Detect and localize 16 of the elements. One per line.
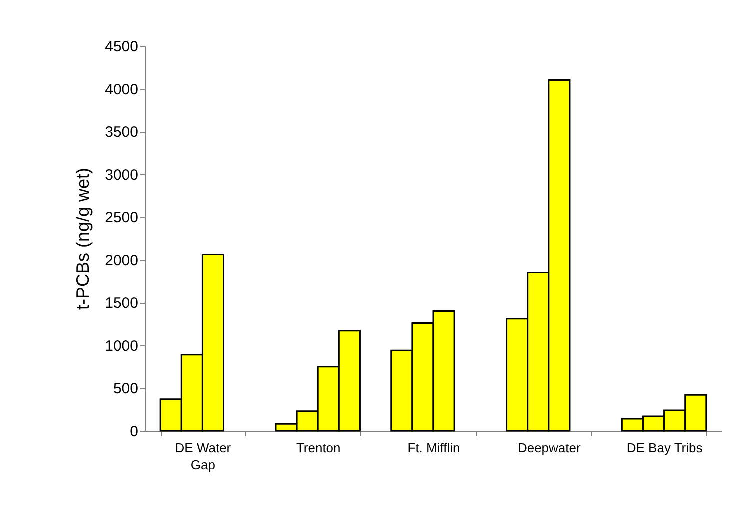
x-tick-label: Deepwater [518,440,582,456]
y-tick-label: 0 [130,424,138,440]
y-tick-label: 1500 [105,295,138,312]
x-tick-label: Ft. Mifflin [408,440,460,456]
x-tick-label: DE Water Gap [175,440,232,472]
y-tick-label: 1000 [105,338,138,355]
y-tick-label: 3000 [105,166,138,184]
y-tick-label: 4000 [105,81,138,98]
y-tick-label: 2500 [105,210,138,227]
x-tick-label: Trenton [296,440,341,456]
x-tick-label: DE Bay Tribs [626,440,704,456]
y-tick-label: 2000 [105,252,138,270]
y-tick-label: 3500 [105,124,138,142]
y-tick-label: 4500 [105,38,138,56]
y-tick-label: 500 [113,380,138,398]
y-axis-title: t-PCBs (ng/g wet) [73,168,94,310]
